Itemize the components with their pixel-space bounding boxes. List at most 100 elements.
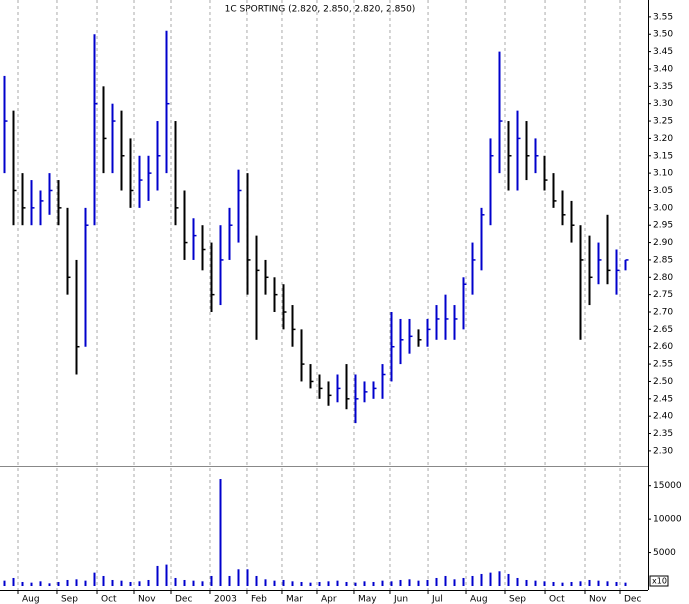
volume-bar — [264, 579, 267, 586]
volume-bar — [111, 579, 114, 586]
volume-bar — [138, 581, 141, 586]
volume-bar — [165, 564, 168, 586]
x-tick-label: Aug — [22, 595, 40, 604]
x-tick-label: Aug — [470, 595, 488, 604]
volume-bar — [453, 579, 456, 586]
y-tick-label: 3.30 — [653, 99, 673, 109]
volume-bar — [507, 573, 510, 586]
volume-bar — [183, 579, 186, 586]
volume-bar — [318, 581, 321, 586]
volume-bar — [201, 581, 204, 586]
volume-bar — [372, 581, 375, 586]
volume-bar — [381, 580, 384, 586]
volume-bar — [579, 581, 582, 586]
volume-bar — [408, 579, 411, 586]
y-tick-label: 3.40 — [653, 64, 673, 74]
volume-bar — [255, 575, 258, 586]
volume-bar — [273, 580, 276, 586]
x-tick-label: Mar — [286, 595, 303, 604]
y-tick-label: 2.80 — [653, 273, 673, 283]
volume-bar — [3, 580, 6, 586]
y-tick-label: 10000 — [653, 515, 682, 525]
volume-bar — [84, 580, 87, 586]
x-tick-label: Jun — [393, 595, 408, 604]
volume-bar — [246, 569, 249, 586]
volume-bar — [327, 581, 330, 586]
y-tick-label: 2.75 — [653, 290, 673, 300]
volume-bar — [462, 577, 465, 586]
volume-bar — [309, 582, 312, 586]
y-tick-label: 2.90 — [653, 238, 673, 248]
volume-bar — [597, 580, 600, 586]
volume-bar — [93, 572, 96, 586]
x-tick-label: 2003 — [214, 595, 237, 604]
y-tick-label: 3.50 — [653, 30, 673, 40]
x-tick-label: Nov — [589, 595, 607, 604]
x-tick-label: Dec — [175, 595, 192, 604]
x-tick-label: Apr — [321, 595, 337, 604]
volume-bar — [624, 582, 627, 586]
y-tick-label: 2.50 — [653, 377, 673, 387]
y-tick-label: 3.25 — [653, 117, 673, 127]
volume-bar — [543, 581, 546, 586]
volume-bar — [219, 479, 222, 586]
y-tick-label: 3.10 — [653, 169, 673, 179]
x-tick-label: Sep — [509, 595, 526, 604]
volume-bar — [471, 575, 474, 586]
y-tick-label: 2.40 — [653, 412, 673, 422]
volume-bar — [120, 580, 123, 586]
volume-bar — [210, 575, 213, 586]
volume-bar — [345, 581, 348, 586]
volume-bar — [156, 565, 159, 586]
volume-bar — [228, 575, 231, 586]
x-tick-label: Jul — [431, 595, 443, 604]
x-tick-label: Nov — [138, 595, 156, 604]
scale-box — [649, 575, 669, 587]
y-tick-label: 2.95 — [653, 221, 673, 231]
y-tick-label: 3.20 — [653, 134, 673, 144]
volume-bar — [498, 571, 501, 586]
y-tick-label: 3.05 — [653, 186, 673, 196]
volume-bar — [561, 582, 564, 586]
x-tick-label: Sep — [61, 595, 78, 604]
volume-bar — [147, 579, 150, 586]
volume-bar — [102, 575, 105, 586]
chart-title: 1C SPORTING (2.820, 2.850, 2.820, 2.850) — [225, 5, 416, 15]
volume-bar — [39, 581, 42, 586]
volume-bar — [525, 579, 528, 586]
y-tick-label: 3.35 — [653, 82, 673, 92]
volume-bar — [237, 569, 240, 586]
y-tick-label: 2.30 — [653, 446, 673, 456]
volume-bar — [300, 581, 303, 586]
volume-bar — [336, 580, 339, 586]
x-tick-label: May — [358, 595, 377, 604]
volume-bar — [282, 579, 285, 586]
volume-bar — [570, 581, 573, 586]
y-tick-label: 2.35 — [653, 429, 673, 439]
y-tick-label: 3.45 — [653, 47, 673, 57]
volume-bar — [66, 579, 69, 586]
volume-bar — [12, 577, 15, 586]
volume-bar — [516, 577, 519, 586]
x-tick-label: Feb — [251, 595, 267, 604]
volume-bar — [552, 581, 555, 586]
y-tick-label: 3.55 — [653, 12, 673, 22]
y-tick-label: 2.70 — [653, 308, 673, 318]
y-tick-label: 5000 — [653, 548, 676, 558]
volume-bar — [435, 577, 438, 586]
volume-bar — [363, 581, 366, 586]
x-tick-label: Dec — [624, 595, 641, 604]
y-tick-label: 2.85 — [653, 255, 673, 265]
y-tick-label: 3.00 — [653, 203, 673, 213]
volume-bar — [480, 573, 483, 586]
y-tick-label: 2.65 — [653, 325, 673, 335]
volume-bar — [48, 583, 51, 586]
volume-bar — [606, 581, 609, 586]
axis-note: x10 — [652, 577, 667, 586]
volume-bar — [399, 579, 402, 586]
volume-bar — [534, 580, 537, 586]
y-tick-label: 3.15 — [653, 151, 673, 161]
x-tick-label: Oct — [549, 595, 565, 604]
